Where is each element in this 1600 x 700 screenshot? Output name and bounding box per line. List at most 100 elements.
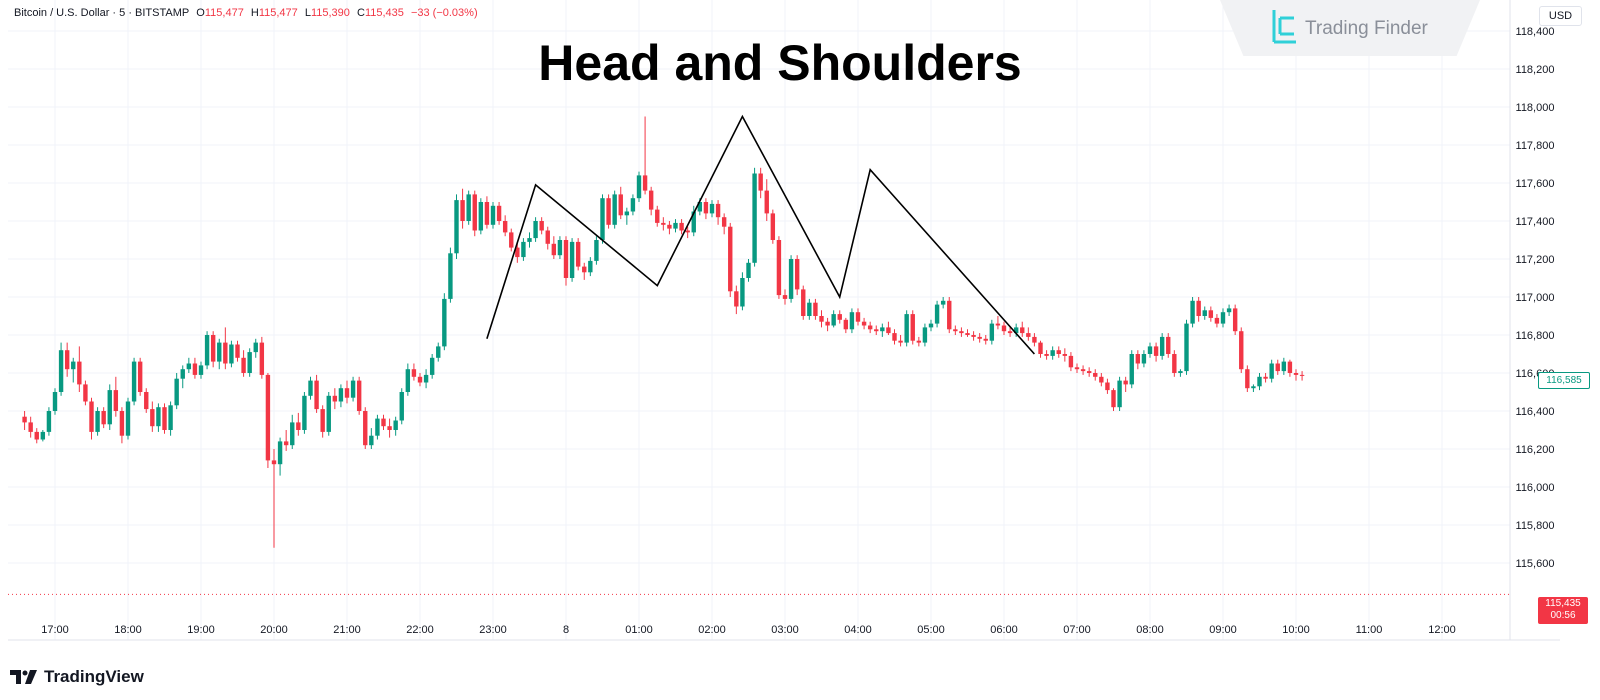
open-label: O <box>196 7 205 19</box>
candle <box>229 340 234 368</box>
candle <box>764 179 769 221</box>
candle-body <box>551 243 557 256</box>
candle <box>460 188 465 229</box>
candle-body <box>569 241 575 278</box>
x-tick-label: 01:00 <box>625 624 653 636</box>
candle <box>819 310 824 328</box>
candle-body <box>58 350 64 392</box>
candle-body <box>734 291 739 307</box>
candle <box>679 219 684 235</box>
candle <box>28 416 33 438</box>
candle <box>381 414 386 430</box>
candle-body <box>886 327 891 334</box>
candle <box>734 285 739 315</box>
x-tick-label: 18:00 <box>114 624 142 636</box>
close-value: 115,435 <box>364 7 404 19</box>
candle-body <box>387 426 392 430</box>
candle-body <box>825 321 830 326</box>
candle-body <box>34 431 39 440</box>
y-tick-label: 115,600 <box>1516 558 1555 570</box>
candle-body <box>1062 354 1068 356</box>
candle-body <box>290 422 295 446</box>
candle <box>113 376 119 417</box>
candle-body <box>466 194 471 221</box>
candle-body <box>874 329 879 332</box>
candle-body <box>1086 371 1092 373</box>
candle-body <box>977 336 982 339</box>
candle <box>776 236 782 299</box>
candle-body <box>1281 361 1287 372</box>
time-axis[interactable]: 17:00 18:00 19:00 20:00 21:00 22:00 23:00 8 01:0… <box>41 624 1456 636</box>
candle-body <box>1020 327 1025 334</box>
candle <box>131 357 137 406</box>
x-tick-label: 11:00 <box>1356 624 1383 636</box>
grid <box>8 0 1510 640</box>
y-tick-label: 117,400 <box>1516 216 1555 228</box>
candle-body <box>673 222 678 229</box>
candle <box>1178 369 1183 377</box>
candle-body <box>223 342 228 364</box>
candle-body <box>1269 363 1274 379</box>
candle-body <box>807 302 812 316</box>
candle <box>387 418 392 438</box>
candle-body <box>1141 354 1147 364</box>
candle <box>1147 342 1153 358</box>
close-label: C <box>356 7 365 19</box>
candle <box>1062 348 1068 362</box>
candle <box>1153 342 1159 362</box>
candle <box>545 226 550 250</box>
candle <box>83 380 88 406</box>
candle-body <box>52 392 58 411</box>
price-axis[interactable]: 115,600115,800116,000116,200116,400116,6… <box>1516 26 1555 570</box>
x-tick-label: 17:00 <box>41 624 69 636</box>
candle <box>880 323 885 337</box>
tradingview-logo[interactable]: TradingView <box>10 667 144 687</box>
currency-label[interactable]: USD <box>1539 6 1582 26</box>
candle <box>703 198 709 220</box>
candle-body <box>1123 380 1128 385</box>
candle-body <box>1135 354 1141 364</box>
candle-body <box>296 422 301 430</box>
y-tick-label: 115,800 <box>1516 520 1555 532</box>
candle <box>673 219 678 233</box>
candle-body <box>460 200 465 221</box>
candle-body <box>1220 312 1226 324</box>
candle <box>502 215 508 237</box>
candle-body <box>259 342 265 375</box>
x-tick-label: 10:00 <box>1282 624 1310 636</box>
candle <box>934 300 940 328</box>
candle <box>770 209 776 244</box>
candle <box>1239 327 1244 373</box>
head-and-shoulders-pattern-line[interactable] <box>486 114 1035 355</box>
y-tick-label: 118,000 <box>1516 102 1555 114</box>
candle-body <box>600 198 605 240</box>
candle-body <box>557 240 563 256</box>
low-value: 115,390 <box>310 7 350 19</box>
candle-body <box>898 340 903 343</box>
candle <box>947 297 952 334</box>
y-tick-label: 116,800 <box>1516 330 1555 342</box>
candle-body <box>168 405 173 430</box>
candle-body <box>71 361 76 370</box>
candle <box>423 369 429 389</box>
candle-body <box>478 202 484 231</box>
candle-body <box>271 460 277 465</box>
candle <box>326 392 331 436</box>
candle <box>150 401 155 432</box>
candle <box>1141 350 1147 368</box>
candle-body <box>837 314 842 320</box>
x-tick-label: 22:00 <box>406 624 434 636</box>
candle-body <box>375 418 380 436</box>
candle <box>728 222 733 297</box>
candle <box>1099 373 1104 387</box>
candle-body <box>1232 308 1238 332</box>
candle-body <box>472 194 477 231</box>
candle <box>801 285 806 320</box>
candle <box>241 350 246 377</box>
candle-body <box>1080 369 1086 372</box>
candle-body <box>1044 354 1049 356</box>
y-tick-label: 117,200 <box>1516 254 1555 266</box>
candle-body <box>1117 380 1122 408</box>
candle-body <box>904 314 909 343</box>
